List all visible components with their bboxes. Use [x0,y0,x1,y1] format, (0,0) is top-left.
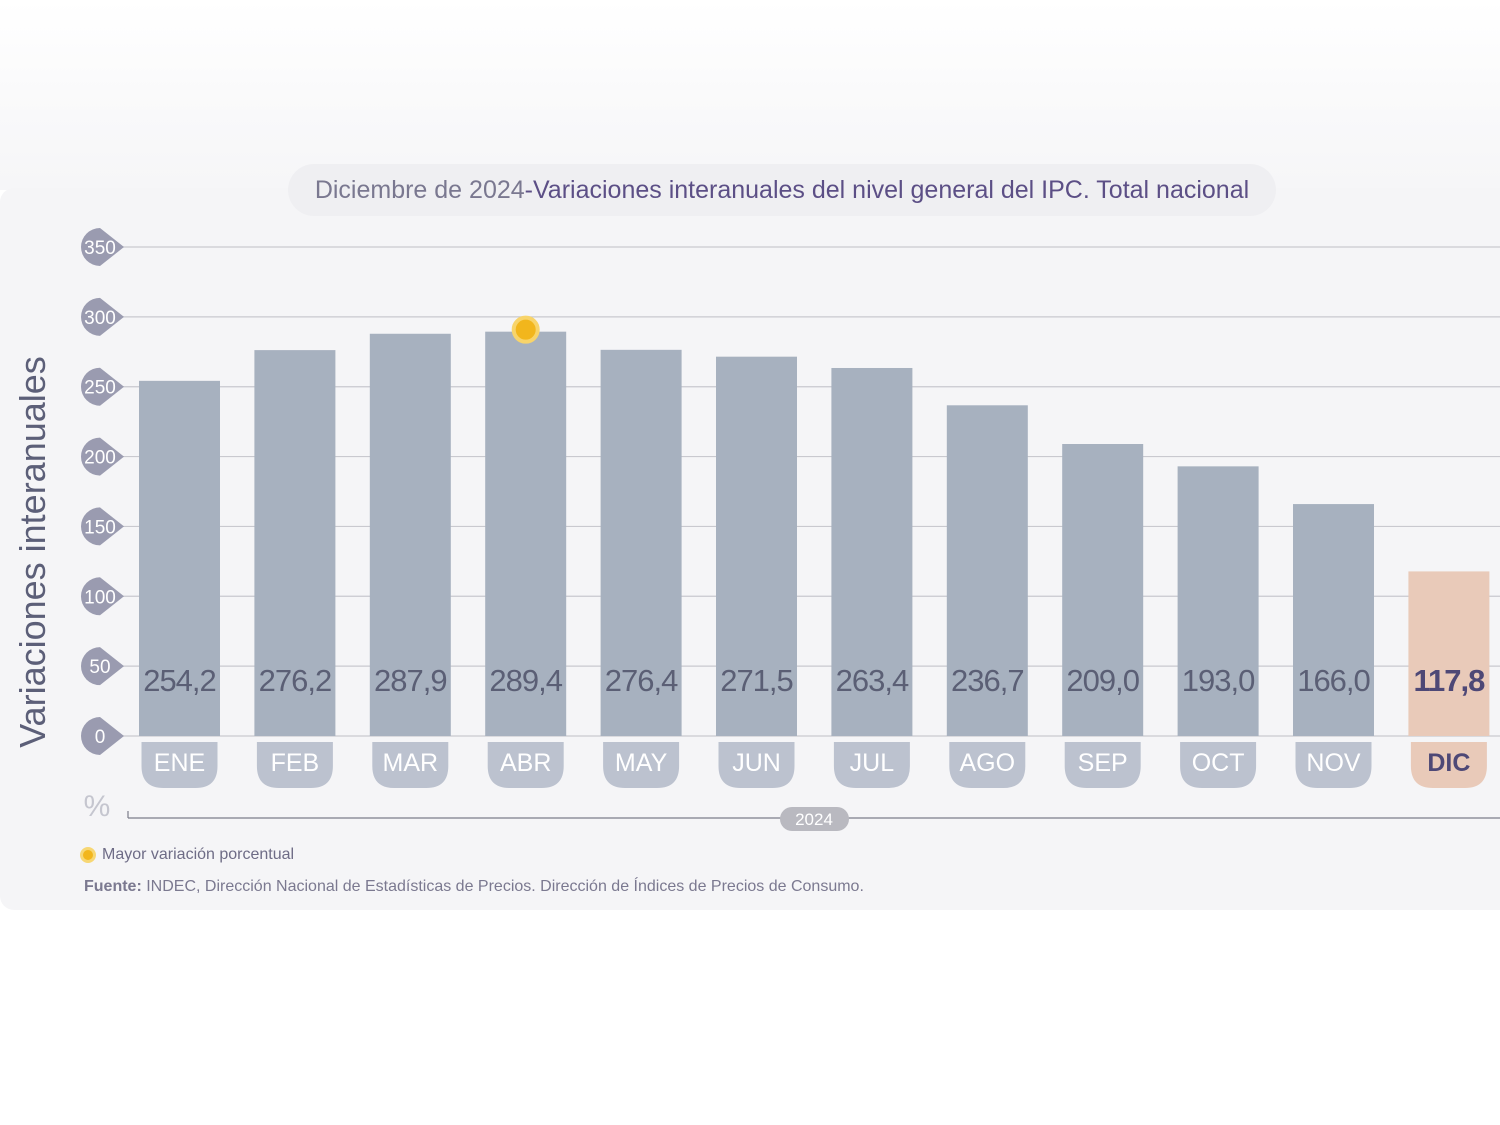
bar [1177,466,1259,736]
x-tick-label: ENE [154,749,205,777]
background-haze [0,0,1500,190]
month-tab [603,742,680,788]
highlight-marker [511,315,540,344]
month-tab [141,742,218,788]
bar-value-label: 117,8 [1413,663,1485,698]
bar [716,356,797,736]
bar-value-label: 287,9 [374,663,447,698]
bar-value-label: 236,7 [951,663,1024,698]
y-tick-badge [81,297,124,336]
y-tick-label: 100 [84,587,116,608]
bar [600,349,682,736]
bar-value-label: 193,0 [1182,663,1255,698]
x-tick-label: OCT [1192,749,1245,777]
year-label: 2024 [795,810,833,829]
bar [1408,571,1490,736]
bar [946,405,1028,736]
highlight-circle-icon [80,847,96,863]
month-tab [372,742,449,788]
source-text: INDEC, Dirección Nacional de Estadística… [141,878,864,895]
bar [485,331,567,736]
month-tab [256,742,333,788]
legend-label: Mayor variación porcentual [102,846,295,863]
x-tick-label: SEP [1078,749,1128,777]
month-tab [949,742,1026,788]
y-tick-label: 50 [89,657,110,678]
source-label: Fuente: [84,878,142,895]
bar-value-label: 166,0 [1297,663,1370,698]
y-tick-label: 250 [84,378,116,399]
bar-value-label: 276,2 [259,663,332,698]
y-tick-label: 150 [84,517,116,538]
x-tick-label: AGO [960,749,1016,777]
bar [369,333,451,736]
x-tick-label: JUN [732,749,781,777]
y-tick-badge [81,437,124,476]
month-tab [1410,742,1487,788]
x-tick-label: ABR [500,749,551,777]
chart-title: Diciembre de 2024 - Variaciones interanu… [288,164,1276,216]
y-tick-badge [81,367,124,406]
bar-value-label: 263,4 [836,663,909,698]
title-date: Diciembre de 2024 [314,175,525,204]
y-tick-label: 300 [84,308,116,329]
bar-value-label: 271,5 [720,663,793,698]
bar [1293,504,1374,736]
x-tick-label: JUL [850,749,895,777]
month-tab [1064,742,1141,788]
month-tab [487,742,564,788]
legend: Mayor variación porcentual [80,844,294,866]
x-tick-label: FEB [271,749,320,777]
x-tick-label: MAR [383,749,439,777]
y-tick-label: 0 [95,727,106,748]
source-note: Fuente: INDEC, Dirección Nacional de Est… [84,878,864,896]
month-tab [1295,742,1372,788]
month-tab [833,742,910,788]
y-tick-badge [81,647,124,686]
bar [831,367,913,736]
bar-value-label: 209,0 [1066,663,1139,698]
y-unit-label: % [84,790,111,823]
x-tick-label: DIC [1427,749,1470,777]
bar-value-label: 276,4 [605,663,678,698]
y-tick-label: 200 [84,448,116,469]
title-text: Variaciones interanuales del nivel gener… [532,175,1250,204]
bar-value-label: 254,2 [143,663,216,698]
bar [1062,443,1144,736]
y-tick-label: 350 [84,238,116,259]
x-tick-label: MAY [615,749,668,777]
month-tab [1180,742,1257,788]
bar-value-label: 289,4 [489,663,562,698]
y-tick-badge [80,577,124,616]
month-tab [718,742,795,788]
x-tick-label: NOV [1306,749,1361,777]
y-axis-title: Variaciones interanuales [12,356,53,748]
y-tick-badge [81,228,124,266]
y-tick-badge [80,507,124,546]
bar [139,380,220,736]
year-badge [780,807,849,831]
bar [254,350,336,736]
y-tick-badge [81,717,124,755]
title-separator: - [524,175,533,204]
